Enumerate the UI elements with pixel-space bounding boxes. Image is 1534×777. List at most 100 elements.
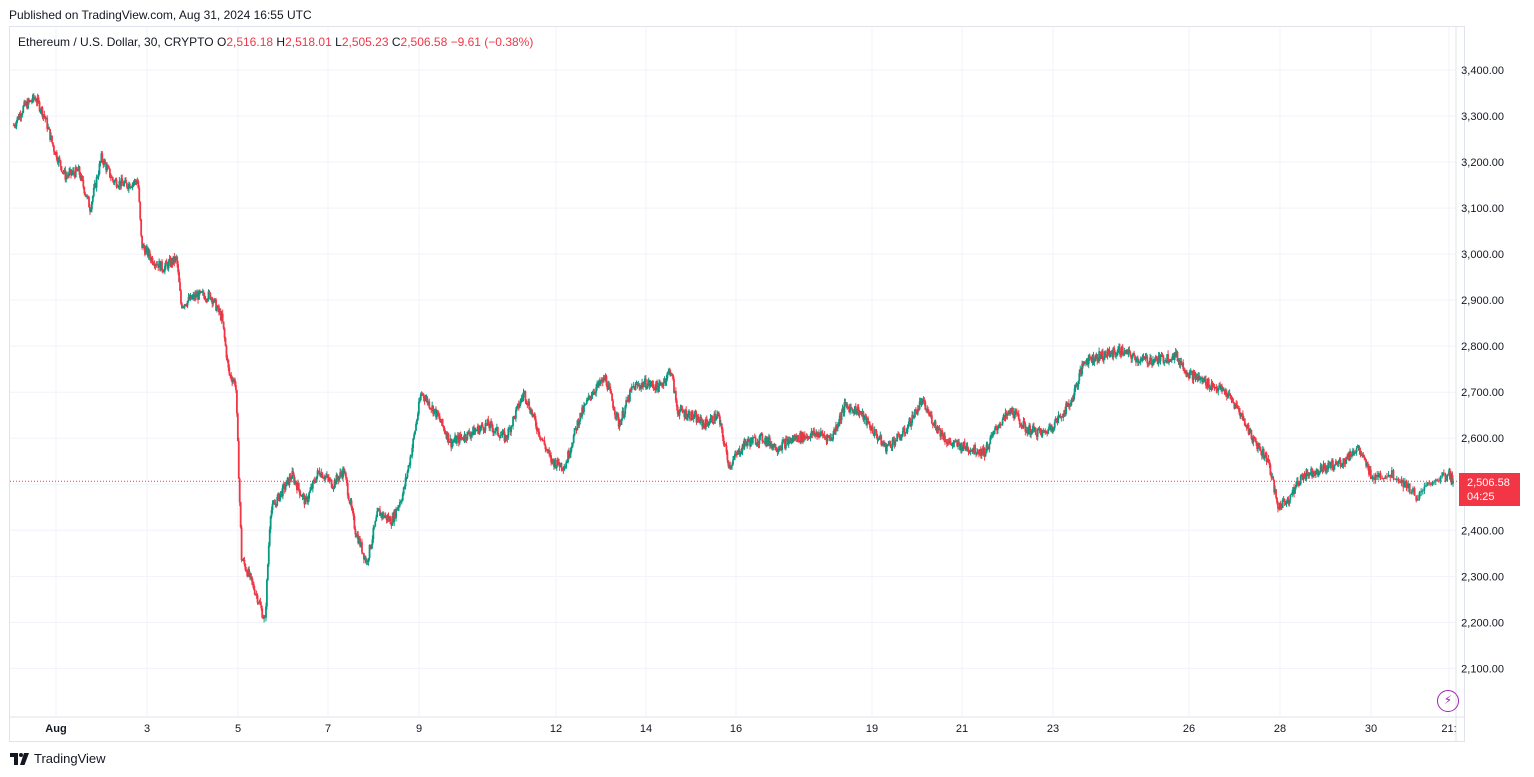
candle-body[interactable] (964, 447, 967, 450)
candle-body[interactable] (739, 453, 742, 455)
candle-body[interactable] (117, 186, 120, 188)
candle-body[interactable] (475, 430, 478, 432)
candle-body[interactable] (978, 449, 981, 454)
candle-body[interactable] (1028, 425, 1031, 431)
candle-body[interactable] (1180, 361, 1183, 366)
candle-body[interactable] (62, 171, 65, 173)
candle-body[interactable] (250, 573, 252, 577)
candle-body[interactable] (1084, 362, 1086, 364)
candle-body[interactable] (728, 465, 731, 467)
candle-body[interactable] (695, 413, 698, 423)
candle-body[interactable] (154, 264, 157, 267)
candle-body[interactable] (163, 271, 165, 273)
candle-body[interactable] (874, 429, 877, 431)
candle-body[interactable] (657, 386, 659, 392)
candle-body[interactable] (1245, 426, 1248, 429)
candle-body[interactable] (834, 429, 836, 432)
candle-body[interactable] (1004, 412, 1007, 418)
candle-body[interactable] (129, 186, 132, 188)
candle-body[interactable] (34, 98, 37, 102)
candle-body[interactable] (138, 187, 141, 202)
candle-body[interactable] (698, 421, 701, 423)
candle-body[interactable] (364, 557, 367, 563)
candle-body[interactable] (51, 135, 53, 143)
candle-body[interactable] (251, 576, 253, 582)
candle-body[interactable] (333, 480, 336, 488)
candle-body[interactable] (1031, 429, 1033, 434)
candle-body[interactable] (586, 398, 589, 400)
candle-body[interactable] (473, 427, 475, 435)
candle-body[interactable] (127, 183, 130, 190)
candle-body[interactable] (1302, 474, 1305, 480)
candle-body[interactable] (366, 560, 369, 563)
candle-body[interactable] (1426, 482, 1429, 486)
candle-body[interactable] (543, 440, 546, 445)
candle-body[interactable] (887, 441, 890, 445)
candle-body[interactable] (358, 538, 361, 544)
candle-body[interactable] (867, 418, 869, 423)
candle-body[interactable] (1039, 430, 1042, 432)
candle-body[interactable] (321, 472, 324, 478)
candle-body[interactable] (291, 471, 294, 479)
candle-body[interactable] (783, 440, 785, 442)
candle-body[interactable] (1027, 430, 1030, 434)
candle-body[interactable] (1201, 377, 1204, 383)
candle-body[interactable] (625, 400, 628, 407)
candle-body[interactable] (42, 114, 45, 117)
candle-body[interactable] (1214, 387, 1217, 389)
candle-body[interactable] (599, 381, 602, 384)
candle-body[interactable] (267, 545, 270, 565)
candle-body[interactable] (1326, 467, 1329, 470)
candle-body[interactable] (756, 442, 759, 445)
candle-body[interactable] (765, 438, 767, 445)
candle-body[interactable] (1273, 479, 1276, 493)
candle-body[interactable] (1252, 436, 1255, 443)
candle-body[interactable] (583, 405, 585, 413)
candle-body[interactable] (72, 170, 75, 174)
candle-body[interactable] (1193, 371, 1196, 373)
candle-body[interactable] (915, 409, 918, 415)
candle-body[interactable] (638, 384, 641, 388)
candle-body[interactable] (745, 442, 748, 446)
candle-body[interactable] (102, 160, 105, 165)
candle-body[interactable] (582, 407, 584, 413)
candle-body[interactable] (1166, 354, 1169, 363)
candle-body[interactable] (1079, 369, 1082, 374)
candle-body[interactable] (754, 437, 757, 445)
candle-body[interactable] (1266, 459, 1269, 463)
candle-body[interactable] (1395, 478, 1398, 480)
candle-body[interactable] (173, 256, 176, 263)
candle-body[interactable] (988, 443, 991, 450)
candle-body[interactable] (419, 394, 422, 401)
candle-body[interactable] (1150, 357, 1152, 363)
candle-body[interactable] (565, 462, 568, 468)
candle-body[interactable] (1373, 476, 1375, 480)
candle-body[interactable] (18, 114, 21, 120)
candle-body[interactable] (682, 411, 685, 413)
candle-body[interactable] (242, 559, 245, 561)
candle-body[interactable] (510, 425, 513, 433)
candle-body[interactable] (114, 179, 117, 181)
candle-body[interactable] (971, 449, 974, 451)
candle-body[interactable] (1017, 414, 1020, 420)
candle-body[interactable] (214, 298, 216, 300)
candle-body[interactable] (302, 494, 305, 496)
candle-body[interactable] (488, 425, 491, 429)
candle-body[interactable] (1238, 408, 1240, 413)
candle-body[interactable] (14, 126, 17, 128)
candle-body[interactable] (1185, 372, 1187, 374)
candle-body[interactable] (167, 261, 170, 269)
candle-body[interactable] (1256, 442, 1258, 449)
candle-body[interactable] (1232, 402, 1235, 404)
candle-body[interactable] (532, 414, 534, 416)
candle-body[interactable] (792, 436, 795, 440)
candle-body[interactable] (369, 544, 372, 549)
candle-body[interactable] (624, 406, 627, 414)
candle-body[interactable] (179, 282, 181, 291)
candle-body[interactable] (742, 444, 745, 449)
candle-body[interactable] (627, 396, 629, 402)
candle-body[interactable] (1142, 355, 1145, 358)
candle-body[interactable] (1303, 474, 1306, 476)
candle-body[interactable] (1032, 425, 1034, 430)
candle-body[interactable] (960, 443, 962, 450)
